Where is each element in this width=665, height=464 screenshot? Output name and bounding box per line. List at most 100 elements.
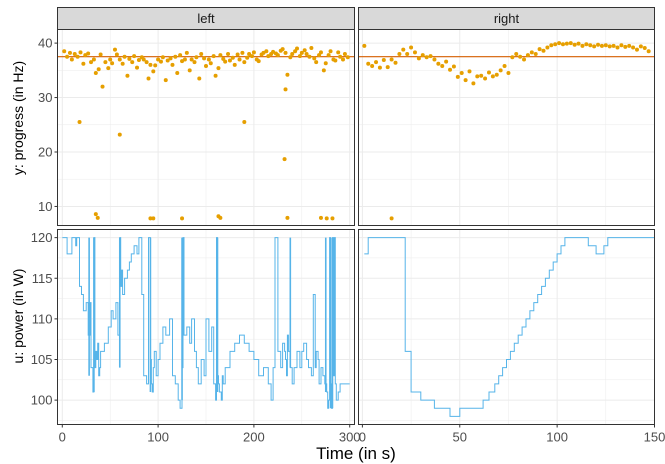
data-point xyxy=(151,216,156,221)
data-point xyxy=(141,57,146,62)
data-point xyxy=(192,60,197,65)
data-point xyxy=(321,68,326,73)
data-point xyxy=(440,63,445,68)
y-tick-label: 120 xyxy=(31,230,53,245)
data-point xyxy=(216,66,221,71)
strip-right-label: right xyxy=(494,11,520,26)
data-point xyxy=(409,45,414,50)
data-point xyxy=(455,74,460,79)
data-point xyxy=(264,49,269,54)
data-point xyxy=(180,216,185,221)
data-point xyxy=(206,57,211,62)
data-point xyxy=(156,57,161,62)
data-point xyxy=(467,69,472,74)
data-point xyxy=(103,60,108,65)
data-point xyxy=(377,65,382,70)
data-point xyxy=(117,132,122,137)
data-point xyxy=(560,42,565,47)
data-point xyxy=(596,42,601,47)
data-point xyxy=(424,55,429,60)
data-point xyxy=(463,78,468,83)
data-point xyxy=(280,47,285,52)
data-point xyxy=(266,54,271,59)
data-point xyxy=(247,52,252,56)
x-axis-title: Time (in s) xyxy=(316,444,396,463)
data-point xyxy=(627,43,632,48)
data-point xyxy=(65,54,70,59)
y-tick-label: 115 xyxy=(32,271,53,286)
data-point xyxy=(245,55,250,60)
panel-border xyxy=(57,29,355,226)
data-point xyxy=(314,60,319,65)
data-point xyxy=(333,58,338,63)
data-point xyxy=(208,61,213,66)
data-point xyxy=(67,50,72,55)
panel-border xyxy=(358,29,655,226)
data-point xyxy=(249,54,254,59)
data-point xyxy=(295,46,300,51)
data-point xyxy=(184,50,189,55)
data-point xyxy=(309,46,314,51)
data-point xyxy=(533,52,538,56)
data-point xyxy=(285,215,290,220)
data-point xyxy=(312,56,317,61)
data-point xyxy=(182,57,187,62)
data-point xyxy=(135,65,140,70)
data-point xyxy=(275,53,280,58)
data-point xyxy=(148,62,153,67)
data-point xyxy=(631,45,636,50)
data-point xyxy=(623,44,628,49)
data-point xyxy=(75,54,80,59)
data-point xyxy=(584,42,589,47)
data-point xyxy=(213,73,218,78)
data-point xyxy=(326,53,331,58)
data-point xyxy=(362,43,367,48)
data-point xyxy=(498,68,503,73)
data-point xyxy=(428,54,433,59)
data-point xyxy=(471,81,476,86)
panel-power-right: 0 50 100 150 xyxy=(358,229,665,445)
data-point xyxy=(86,51,91,56)
panel-border xyxy=(57,229,355,425)
data-point xyxy=(158,59,163,64)
data-point xyxy=(529,50,534,55)
data-point xyxy=(638,44,643,49)
data-point xyxy=(592,44,597,49)
data-point xyxy=(199,52,204,56)
data-point xyxy=(436,61,441,66)
data-point xyxy=(282,157,287,162)
data-point xyxy=(341,57,346,62)
data-point xyxy=(89,60,94,65)
strip-left-label: left xyxy=(197,11,215,26)
data-point xyxy=(151,69,156,74)
data-point xyxy=(114,52,119,57)
data-point xyxy=(242,60,247,65)
data-point xyxy=(232,62,237,67)
data-point xyxy=(385,65,390,70)
data-point xyxy=(91,57,96,62)
y-tick-label: 10 xyxy=(38,199,52,214)
data-point xyxy=(110,61,115,66)
data-point xyxy=(125,73,130,78)
data-point xyxy=(370,63,375,68)
data-point xyxy=(153,63,158,68)
data-point xyxy=(175,71,180,76)
data-point xyxy=(283,50,288,55)
data-point xyxy=(568,41,573,46)
panel-border xyxy=(358,229,655,425)
data-point xyxy=(96,67,101,72)
data-point xyxy=(230,55,235,60)
x-tick-label: 0 xyxy=(59,430,66,445)
data-point xyxy=(389,57,394,62)
data-point xyxy=(448,67,453,72)
data-point xyxy=(211,54,216,59)
data-point xyxy=(283,87,288,92)
data-point xyxy=(302,48,307,53)
data-point xyxy=(475,74,480,79)
data-point xyxy=(318,50,323,55)
data-point xyxy=(541,48,546,53)
x-tick-label: 300 xyxy=(339,430,361,445)
y-axis-title-power: u: power (in W) xyxy=(10,269,26,364)
data-point xyxy=(572,42,577,47)
data-point xyxy=(62,49,67,54)
